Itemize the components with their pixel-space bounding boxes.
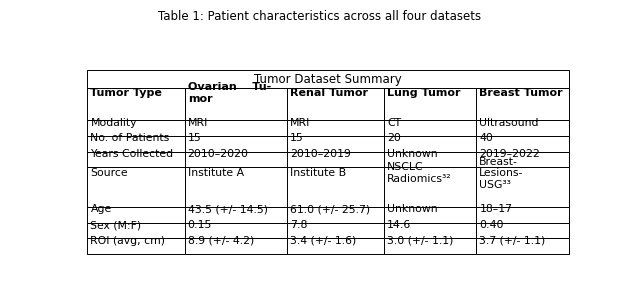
Text: No. of Patients: No. of Patients [90, 133, 170, 143]
Bar [185, 151, 287, 167]
Bar [185, 167, 287, 207]
Text: 3.0 (+/- 1.1): 3.0 (+/- 1.1) [387, 236, 454, 246]
Text: MRI: MRI [188, 117, 208, 128]
Bar [384, 136, 476, 151]
Bar [384, 223, 476, 238]
Text: Institute B: Institute B [290, 168, 346, 178]
Text: Modality: Modality [90, 117, 137, 128]
Bar [88, 207, 185, 223]
Bar [476, 207, 568, 223]
Bar [476, 88, 568, 120]
Text: Ovarian    Tu-
mor: Ovarian Tu- mor [188, 82, 271, 103]
Text: 3.7 (+/- 1.1): 3.7 (+/- 1.1) [479, 236, 545, 246]
Text: 2019–2022: 2019–2022 [479, 149, 540, 159]
Bar [88, 223, 185, 238]
Text: Age: Age [90, 204, 111, 214]
Text: Source: Source [90, 168, 128, 178]
Text: 43.5 (+/- 14.5): 43.5 (+/- 14.5) [188, 204, 268, 214]
Text: Table 1: Patient characteristics across all four datasets: Table 1: Patient characteristics across … [159, 10, 481, 23]
Bar [384, 120, 476, 136]
Text: CT: CT [387, 117, 401, 128]
Bar [287, 167, 384, 207]
Bar [287, 120, 384, 136]
Bar [476, 136, 568, 151]
Text: MRI: MRI [290, 117, 310, 128]
Bar [185, 207, 287, 223]
Text: Tumor Type: Tumor Type [90, 88, 163, 98]
Text: Years Collected: Years Collected [90, 149, 173, 159]
Text: 0:40: 0:40 [479, 220, 504, 230]
Bar [287, 88, 384, 120]
Text: Breast Tumor: Breast Tumor [479, 88, 563, 98]
Text: 7:8: 7:8 [290, 220, 307, 230]
Bar [88, 151, 185, 167]
Bar [185, 238, 287, 254]
Text: 15: 15 [188, 133, 202, 143]
Text: Unknown: Unknown [387, 204, 438, 214]
Bar [287, 238, 384, 254]
Bar [185, 88, 287, 120]
Text: Tumor Dataset Summary: Tumor Dataset Summary [254, 72, 402, 86]
Bar [384, 151, 476, 167]
Text: 8.9 (+/- 4.2): 8.9 (+/- 4.2) [188, 236, 254, 246]
Text: 3.4 (+/- 1.6): 3.4 (+/- 1.6) [290, 236, 356, 246]
Bar [476, 151, 568, 167]
Bar [287, 207, 384, 223]
Text: 14:6: 14:6 [387, 220, 412, 230]
Text: 20: 20 [387, 133, 401, 143]
Text: Breast-
Lesions-
USG³³: Breast- Lesions- USG³³ [479, 157, 524, 190]
Bar [476, 120, 568, 136]
Bar [287, 136, 384, 151]
Bar [88, 70, 568, 88]
Text: NSCLC-
Radiomics³²: NSCLC- Radiomics³² [387, 162, 452, 184]
Bar [88, 167, 185, 207]
Text: 0:15: 0:15 [188, 220, 212, 230]
Text: 2010–2019: 2010–2019 [290, 149, 351, 159]
Bar [476, 238, 568, 254]
Bar [384, 167, 476, 207]
Bar [384, 88, 476, 120]
Bar [88, 88, 185, 120]
Bar [476, 223, 568, 238]
Bar [185, 120, 287, 136]
Text: 61.0 (+/- 25.7): 61.0 (+/- 25.7) [290, 204, 370, 214]
Bar [88, 120, 185, 136]
Bar [88, 136, 185, 151]
Bar [287, 151, 384, 167]
Bar [185, 223, 287, 238]
Bar [384, 238, 476, 254]
Text: 15: 15 [290, 133, 303, 143]
Text: Ultrasound: Ultrasound [479, 117, 539, 128]
Text: 18–17: 18–17 [479, 204, 512, 214]
Text: Sex (M:F): Sex (M:F) [90, 220, 141, 230]
Text: 2010–2020: 2010–2020 [188, 149, 248, 159]
Text: Institute A: Institute A [188, 168, 244, 178]
Text: Lung Tumor: Lung Tumor [387, 88, 461, 98]
Bar [185, 136, 287, 151]
Bar [88, 238, 185, 254]
Text: 40: 40 [479, 133, 493, 143]
Text: Renal Tumor: Renal Tumor [290, 88, 368, 98]
Text: Unknown: Unknown [387, 149, 438, 159]
Bar [384, 207, 476, 223]
Bar [287, 223, 384, 238]
Text: ROI (avg, cm): ROI (avg, cm) [90, 236, 165, 246]
Bar [476, 167, 568, 207]
